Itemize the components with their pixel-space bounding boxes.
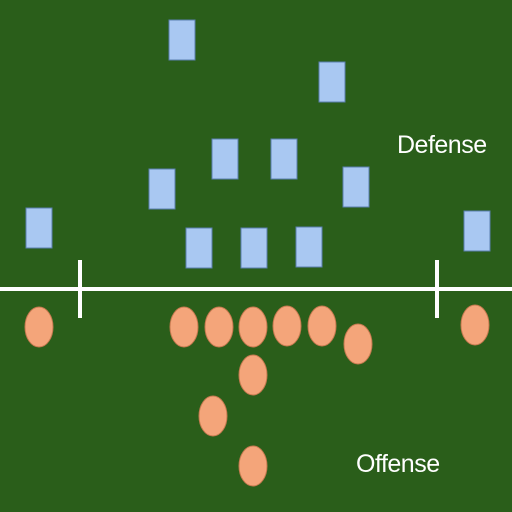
offense-player <box>460 304 490 346</box>
offense-group <box>24 304 490 487</box>
offense-player <box>169 306 199 348</box>
defense-player <box>211 138 239 180</box>
offense-player <box>238 354 268 396</box>
defense-player <box>168 19 196 61</box>
offense-label: Offense <box>356 450 440 478</box>
offense-player <box>24 306 54 348</box>
defense-player <box>25 207 53 249</box>
offense-player <box>343 323 373 365</box>
defense-player <box>318 61 346 103</box>
offense-player <box>238 306 268 348</box>
defense-label: Defense <box>397 131 487 159</box>
defense-player <box>342 166 370 208</box>
offense-player <box>307 305 337 347</box>
offense-player <box>272 305 302 347</box>
defense-player <box>185 227 213 269</box>
defense-player <box>463 210 491 252</box>
defense-group <box>25 19 491 269</box>
defense-player <box>295 226 323 268</box>
offense-player <box>204 306 234 348</box>
offense-player <box>238 445 268 487</box>
defense-player <box>148 168 176 210</box>
defense-player <box>270 138 298 180</box>
offense-player <box>198 395 228 437</box>
defense-player <box>240 227 268 269</box>
